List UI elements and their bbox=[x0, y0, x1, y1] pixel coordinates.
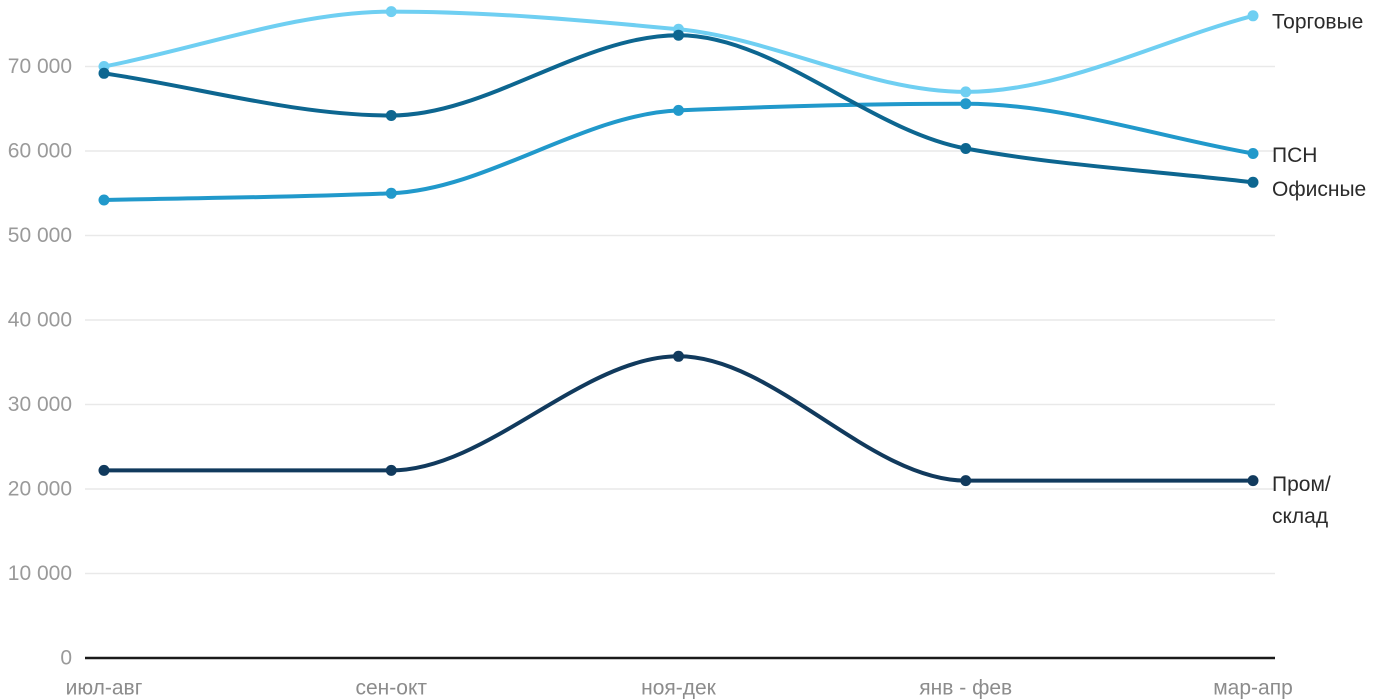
series-line-0 bbox=[102, 9, 1255, 94]
data-point[interactable] bbox=[960, 475, 972, 487]
x-axis-tick-label: ноя-дек bbox=[641, 677, 717, 700]
x-axis-tick-label: июл-авг bbox=[66, 677, 143, 700]
data-point[interactable] bbox=[98, 194, 110, 206]
x-axis-tick-label: мар-апр bbox=[1213, 677, 1293, 700]
y-axis-tick-label: 30 000 bbox=[8, 393, 72, 416]
y-axis-tick-label: 70 000 bbox=[8, 55, 72, 78]
data-point[interactable] bbox=[960, 86, 972, 98]
x-axis-tick-label: янв - фев bbox=[919, 677, 1012, 700]
data-point[interactable] bbox=[98, 464, 110, 476]
data-point[interactable] bbox=[1247, 475, 1259, 487]
data-point[interactable] bbox=[1247, 176, 1259, 188]
data-point[interactable] bbox=[960, 98, 972, 110]
y-axis-tick-label: 0 bbox=[60, 647, 72, 670]
y-axis-tick-label: 10 000 bbox=[8, 562, 72, 585]
data-point[interactable] bbox=[385, 187, 397, 199]
x-axis-tick-label: сен-окт bbox=[356, 677, 428, 700]
series-line-1 bbox=[102, 101, 1255, 202]
data-point[interactable] bbox=[1247, 10, 1259, 22]
series-label: склад bbox=[1272, 505, 1328, 528]
data-point[interactable] bbox=[385, 6, 397, 18]
data-point[interactable] bbox=[673, 29, 684, 41]
y-axis-tick-label: 50 000 bbox=[8, 224, 72, 247]
data-point[interactable] bbox=[385, 110, 397, 121]
series-label: Пром/ bbox=[1272, 473, 1331, 496]
data-point[interactable] bbox=[385, 464, 397, 476]
data-point[interactable] bbox=[960, 143, 972, 154]
data-point[interactable] bbox=[1247, 148, 1259, 159]
series-label: ПСН bbox=[1272, 144, 1317, 167]
series-label: Офисные bbox=[1272, 178, 1366, 201]
data-point[interactable] bbox=[98, 67, 110, 79]
y-axis-tick-label: 20 000 bbox=[8, 478, 72, 501]
series-line-3 bbox=[102, 354, 1255, 483]
y-axis-tick-label: 40 000 bbox=[8, 309, 72, 332]
data-point[interactable] bbox=[673, 104, 684, 116]
series-label: Торговые bbox=[1272, 10, 1363, 33]
data-point[interactable] bbox=[673, 350, 684, 362]
y-axis-tick-label: 60 000 bbox=[8, 140, 72, 163]
